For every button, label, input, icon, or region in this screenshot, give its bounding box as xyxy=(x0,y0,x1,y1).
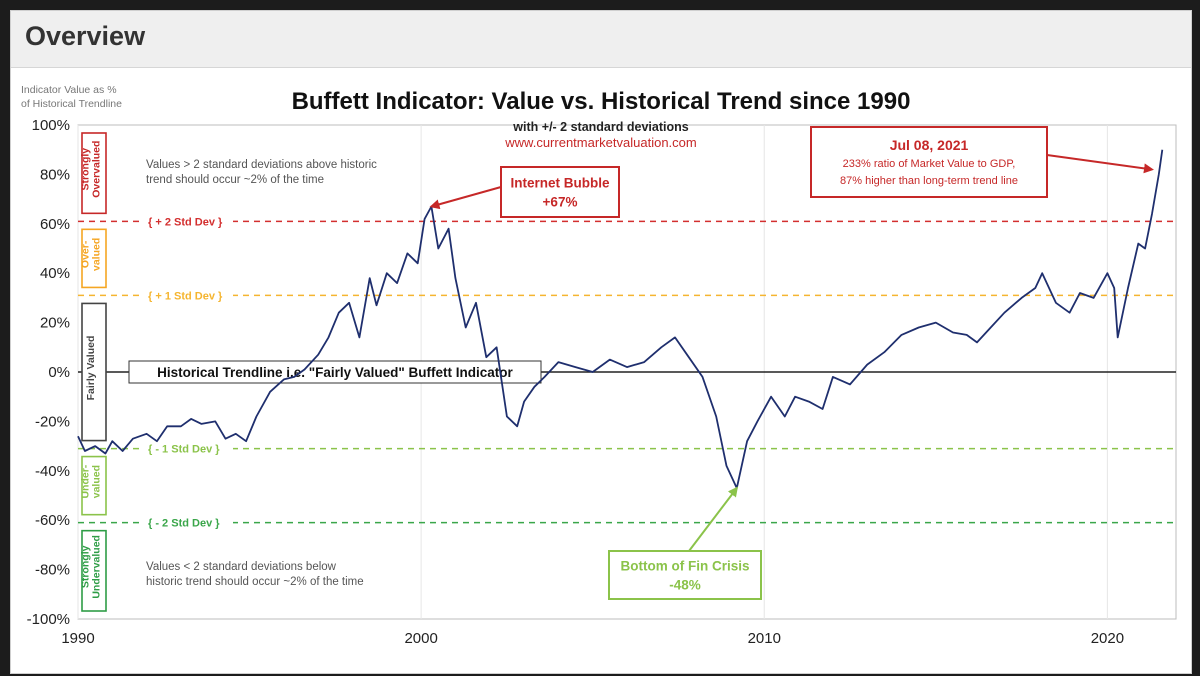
zone-label: Overvalued xyxy=(91,141,103,198)
zone-label: valued xyxy=(91,465,103,498)
y-axis-label: Indicator Value as % xyxy=(21,84,117,96)
y-axis-label: of Historical Trendline xyxy=(21,98,122,110)
std-dev-label: { - 1 Std Dev } xyxy=(148,444,220,456)
annotation-text-jul-2021: 87% higher than long-term trend line xyxy=(840,175,1018,187)
annotation-text-internet-bubble: Internet Bubble xyxy=(510,176,609,191)
x-tick-label: 2010 xyxy=(748,630,781,647)
chart-source: www.currentmarketvaluation.com xyxy=(504,135,696,150)
annotation-text-jul-2021: Jul 08, 2021 xyxy=(890,137,969,153)
zone-label: Strongly xyxy=(80,545,92,588)
y-tick-label: 100% xyxy=(32,117,70,134)
overview-panel: Overview 1990 2000 2010 2020 100% 80% 60% 40% 20… xyxy=(10,10,1192,674)
zone-box xyxy=(81,228,107,289)
annotation-text-internet-bubble: +67% xyxy=(543,195,578,210)
zone-label: Under- xyxy=(80,464,92,498)
annotation-arrow-jul-2021 xyxy=(1046,154,1154,174)
annotation-text-fin-crisis: -48% xyxy=(669,578,701,593)
note-text: Values > 2 standard deviations above his… xyxy=(146,159,377,171)
zone-label: Strongly xyxy=(80,148,92,191)
x-tick-label: 2020 xyxy=(1091,630,1124,647)
std-dev-label-bg xyxy=(143,439,233,458)
note-text: historic trend should occur ~2% of the t… xyxy=(146,576,364,588)
y-tick-label: 0% xyxy=(48,364,70,381)
annotation-arrow-fin-crisis xyxy=(688,486,739,552)
std-dev-label: { - 2 Std Dev } xyxy=(148,518,220,530)
std-dev-label-bg xyxy=(143,513,233,532)
y-tick-label: 60% xyxy=(40,216,70,233)
std-dev-label: { + 2 Std Dev } xyxy=(148,216,223,228)
panel-title: Overview xyxy=(25,21,146,51)
y-tick-label: -80% xyxy=(35,562,70,579)
zone-box xyxy=(81,302,107,442)
zone-box xyxy=(81,132,107,215)
annotation-box-fin-crisis xyxy=(608,550,762,600)
panel-header: Overview xyxy=(11,11,1191,68)
note-text: trend should occur ~2% of the time xyxy=(146,174,324,186)
annotation-text-fin-crisis: Bottom of Fin Crisis xyxy=(621,559,750,574)
trendline-label-box xyxy=(128,360,542,384)
y-tick-label: 40% xyxy=(40,265,70,282)
y-tick-label: 20% xyxy=(40,315,70,332)
zone-box xyxy=(81,455,107,516)
zone-label: Fairly Valued xyxy=(85,336,97,401)
zone-label: valued xyxy=(91,238,103,271)
trendline-label: Historical Trendline i.e. "Fairly Valued… xyxy=(157,365,513,380)
std-dev-label-bg xyxy=(143,212,233,231)
annotation-box-internet-bubble xyxy=(500,166,620,218)
y-tick-label: -100% xyxy=(27,611,70,628)
chart-title: Buffett Indicator: Value vs. Historical … xyxy=(292,88,911,115)
series-line xyxy=(77,149,1164,490)
y-tick-label: 80% xyxy=(40,166,70,183)
note-text: Values < 2 standard deviations below xyxy=(146,561,337,573)
x-tick-label: 1990 xyxy=(61,630,94,647)
zone-box xyxy=(81,529,107,612)
std-dev-label-bg xyxy=(143,286,233,305)
x-tick-label: 2000 xyxy=(404,630,437,647)
annotation-box-jul-2021 xyxy=(810,126,1048,198)
y-tick-label: -40% xyxy=(35,463,70,480)
annotation-arrow-internet-bubble xyxy=(429,186,502,210)
buffett-indicator-chart: 1990 2000 2010 2020 100% 80% 60% 40% 20% 0% -20% -4… xyxy=(21,84,1177,647)
chart-subtitle: with +/- 2 standard deviations xyxy=(512,120,688,134)
zone-label: Undervalued xyxy=(91,535,103,599)
zone-label: Over- xyxy=(80,240,92,268)
std-dev-label: { + 1 Std Dev } xyxy=(148,290,223,302)
y-tick-label: -60% xyxy=(35,512,70,529)
annotation-text-jul-2021: 233% ratio of Market Value to GDP, xyxy=(843,158,1016,170)
y-tick-label: -20% xyxy=(35,413,70,430)
